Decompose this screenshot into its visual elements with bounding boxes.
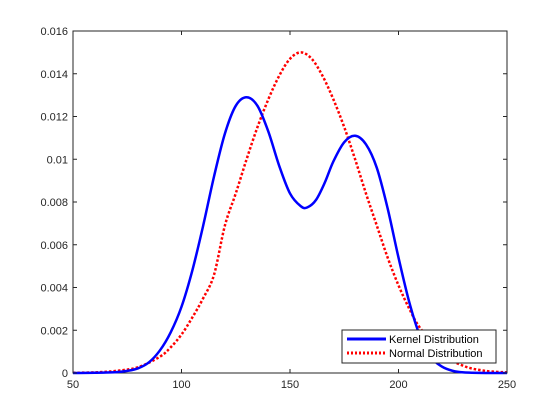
y-tick-label: 0.012: [40, 112, 68, 124]
x-tick-label: 50: [67, 379, 79, 391]
y-tick-label: 0.016: [40, 26, 68, 38]
x-tick-label: 150: [281, 379, 299, 391]
y-tick-label: 0.01: [47, 154, 68, 166]
plot-area: [72, 30, 508, 374]
y-tick-label: 0.002: [40, 325, 68, 337]
legend-box: [341, 329, 497, 364]
legend-label-normal: Normal Distribution: [389, 348, 483, 360]
ticks-layer: 50 100 150 200 250 0 0.002 0.004 0.006 0.008 0.01 0…: [40, 26, 516, 391]
x-tick-label: 200: [389, 379, 407, 391]
y-tick-label: 0.004: [40, 283, 68, 295]
y-tick-label: 0.008: [40, 197, 68, 209]
normal-distribution-line: [72, 51, 508, 375]
x-tick-label: 250: [498, 379, 516, 391]
y-tick-label: 0.006: [40, 240, 68, 252]
legend-label-kernel: Kernel Distribution: [389, 334, 479, 346]
x-tick-label: 100: [172, 379, 190, 391]
legend: Kernel Distribution Normal Distribution: [341, 329, 497, 364]
y-tick-label: 0.014: [40, 69, 68, 81]
y-tick-label: 0: [62, 368, 68, 380]
